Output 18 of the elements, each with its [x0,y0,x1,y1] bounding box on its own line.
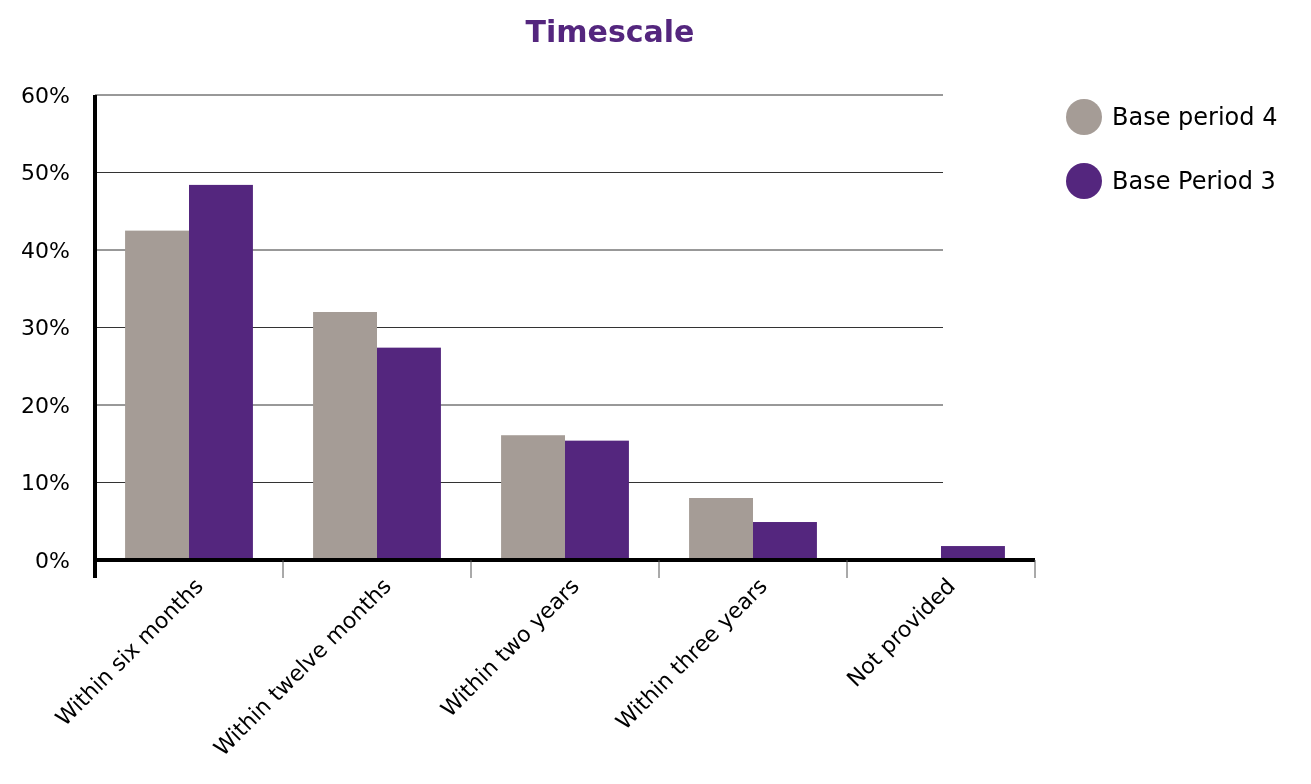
y-tick-label: 20% [21,392,70,418]
y-tick-label: 10% [21,470,70,496]
y-tick-label: 60% [21,82,70,108]
bar [753,522,817,560]
y-tick-label: 30% [21,315,70,341]
legend-label: Base period 4 [1112,103,1278,132]
y-tick-label: 0% [35,547,70,573]
legend-label: Base Period 3 [1112,167,1276,196]
y-tick-label: 40% [21,237,70,263]
bar [377,347,441,560]
bar [125,230,189,560]
bar [501,435,565,560]
y-tick-label: 50% [21,160,70,186]
bar [689,498,753,560]
bar [565,440,629,560]
bar [313,312,377,560]
chart-title: Timescale [525,14,695,49]
bar [189,184,253,560]
